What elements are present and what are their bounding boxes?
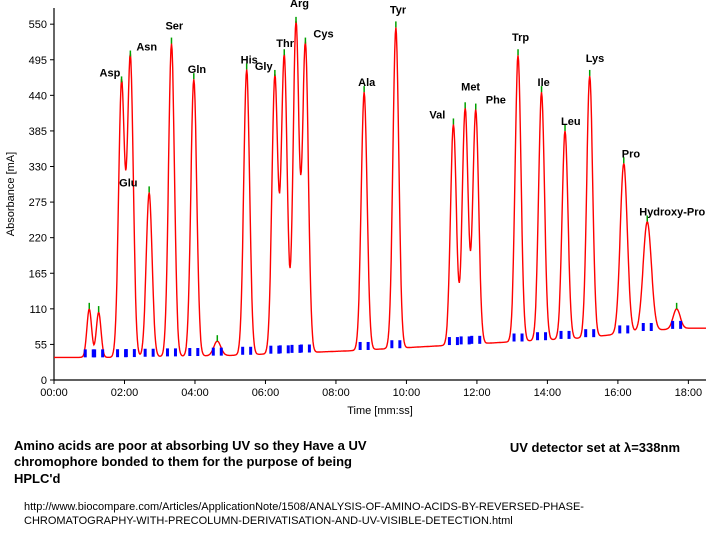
svg-text:330: 330 — [29, 162, 47, 174]
svg-text:Val: Val — [429, 109, 445, 121]
svg-text:Arg: Arg — [290, 0, 309, 10]
note-left: Amino acids are poor at absorbing UV so … — [14, 438, 394, 487]
svg-text:00:00: 00:00 — [40, 387, 68, 399]
svg-text:Trp: Trp — [512, 32, 529, 44]
svg-text:18:00: 18:00 — [675, 387, 703, 399]
svg-text:Met: Met — [461, 81, 480, 93]
svg-text:12:00: 12:00 — [463, 387, 491, 399]
svg-text:495: 495 — [29, 55, 47, 67]
svg-text:08:00: 08:00 — [322, 387, 350, 399]
svg-text:Thr: Thr — [276, 38, 294, 50]
svg-text:220: 220 — [29, 233, 47, 245]
svg-text:02:00: 02:00 — [111, 387, 139, 399]
svg-text:Absorbance [mA]: Absorbance [mA] — [5, 152, 17, 236]
svg-text:Leu: Leu — [561, 116, 581, 128]
svg-text:Cys: Cys — [313, 29, 333, 41]
caption-row: Amino acids are poor at absorbing UV so … — [0, 430, 720, 489]
svg-text:Ile: Ile — [538, 77, 550, 89]
svg-text:Phe: Phe — [486, 95, 506, 107]
svg-text:275: 275 — [29, 197, 47, 209]
svg-text:Gly: Gly — [255, 61, 274, 73]
svg-text:110: 110 — [29, 304, 47, 316]
svg-text:Time [mm:ss]: Time [mm:ss] — [347, 405, 413, 417]
svg-text:550: 550 — [29, 19, 47, 31]
svg-text:Tyr: Tyr — [390, 4, 407, 16]
svg-text:Ser: Ser — [165, 21, 183, 33]
svg-text:Glu: Glu — [119, 177, 137, 189]
svg-text:Asp: Asp — [100, 67, 121, 79]
svg-text:165: 165 — [29, 268, 47, 280]
svg-text:Asn: Asn — [136, 42, 157, 54]
svg-text:55: 55 — [35, 339, 47, 351]
svg-text:440: 440 — [29, 90, 47, 102]
chromatogram-chart: 0 55 110 165 220 275 330 385 440 495 550 Absorbance… — [0, 0, 720, 430]
svg-text:06:00: 06:00 — [252, 387, 280, 399]
citation: http://www.biocompare.com/Articles/Appli… — [0, 489, 720, 529]
svg-text:0: 0 — [41, 375, 47, 387]
svg-text:385: 385 — [29, 126, 47, 138]
svg-text:04:00: 04:00 — [181, 387, 209, 399]
svg-text:14:00: 14:00 — [534, 387, 562, 399]
svg-text:Ala: Ala — [358, 77, 376, 89]
svg-text:Pro: Pro — [622, 148, 641, 160]
svg-text:Gln: Gln — [188, 64, 207, 76]
svg-text:Lys: Lys — [586, 53, 605, 65]
svg-text:Hydroxy-Pro: Hydroxy-Pro — [639, 206, 705, 218]
svg-text:16:00: 16:00 — [604, 387, 632, 399]
svg-text:10:00: 10:00 — [393, 387, 421, 399]
note-right: UV detector set at λ=338nm — [510, 438, 680, 487]
